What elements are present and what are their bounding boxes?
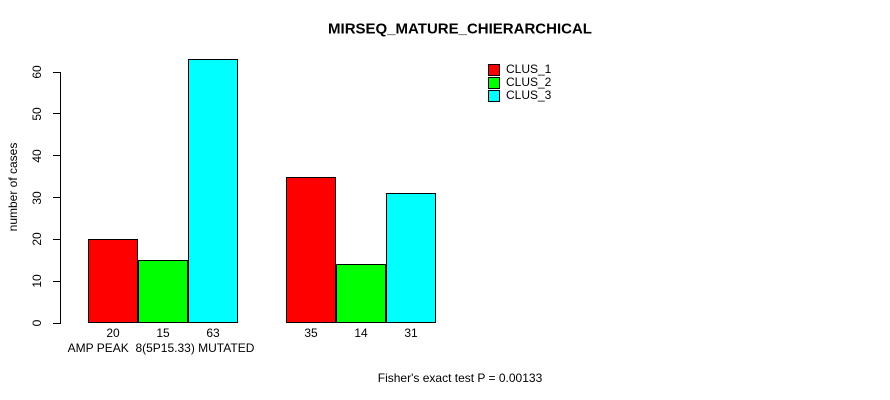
y-tick (53, 155, 60, 157)
y-tick-label: 0 (30, 319, 44, 327)
x-axis-group-label: AMP PEAK 8(5P15.33) MUTATED (67, 341, 255, 355)
y-tick (53, 238, 60, 240)
legend-item-clus-1: CLUS_1 (488, 63, 551, 76)
bar-value-label: 31 (404, 326, 418, 340)
y-tick-label: 60 (30, 65, 44, 79)
y-tick (53, 322, 60, 324)
bar-clus_1-group1 (88, 239, 138, 323)
legend-label-clus-3: CLUS_3 (506, 88, 552, 102)
y-tick-label: 30 (30, 190, 44, 205)
bar-clus_2-group1 (138, 260, 188, 323)
legend-item-clus-3: CLUS_3 (488, 89, 551, 102)
bar-clus_2-group2 (336, 264, 386, 323)
legend-label-clus-1: CLUS_1 (506, 62, 552, 76)
bar-value-label: 14 (354, 326, 368, 340)
y-tick-label: 10 (30, 274, 44, 288)
bar-clus_3-group1 (188, 59, 238, 323)
legend-swatch-green (488, 76, 500, 89)
legend-item-clus-2: CLUS_2 (488, 76, 551, 89)
y-axis-label: number of cases (6, 142, 20, 232)
bar-clus_3-group2 (386, 193, 436, 323)
y-tick (53, 113, 60, 115)
chart-title: MIRSEQ_MATURE_CHIERARCHICAL (328, 20, 592, 38)
legend: CLUS_1 CLUS_2 CLUS_3 (488, 63, 551, 102)
legend-label-clus-2: CLUS_2 (506, 75, 552, 89)
bar-value-label: 63 (206, 326, 220, 340)
y-axis-line (60, 72, 61, 324)
y-tick-label: 50 (30, 107, 44, 121)
y-tick (53, 197, 60, 198)
bar-value-label: 20 (106, 326, 120, 340)
bar-value-label: 35 (304, 326, 318, 340)
y-tick-label: 20 (30, 232, 44, 247)
y-tick (53, 280, 60, 282)
legend-swatch-red (488, 63, 500, 76)
bar-value-label: 15 (156, 326, 170, 340)
fisher-test-annotation: Fisher's exact test P = 0.00133 (377, 371, 543, 385)
legend-swatch-cyan (488, 89, 500, 102)
y-tick-label: 40 (30, 148, 44, 163)
bar-clus_1-group2 (286, 176, 336, 323)
y-tick (53, 71, 60, 73)
